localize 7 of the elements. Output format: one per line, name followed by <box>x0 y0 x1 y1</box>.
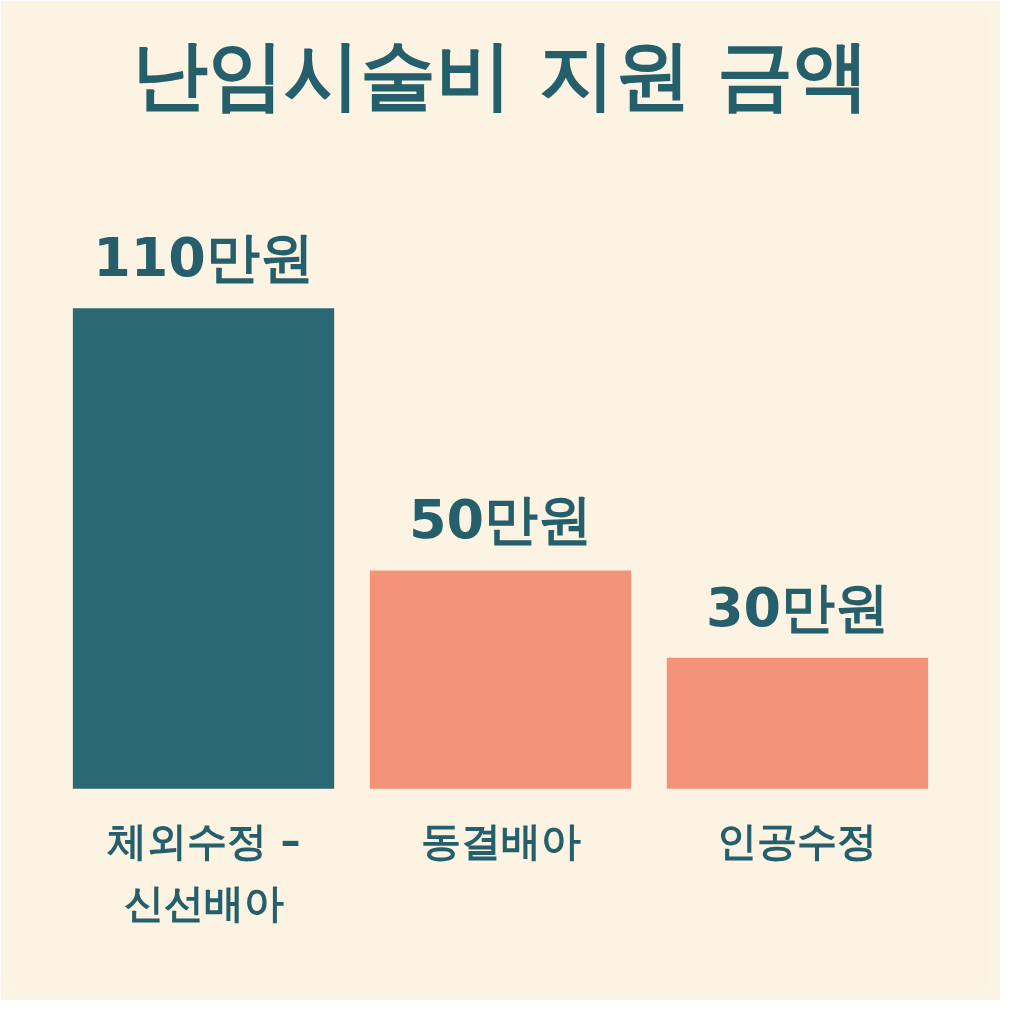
data-label: 30만원 <box>705 575 890 639</box>
x-tick-label: 인공수정 <box>717 817 878 864</box>
x-tick-label: 동결배아 <box>420 817 581 864</box>
data-label: 50만원 <box>408 488 593 552</box>
chart-title: 난임시술비 지원 금액 <box>132 29 869 119</box>
data-label: 110만원 <box>93 226 314 290</box>
x-tick-label: 체외수정 – 신선배아 <box>106 817 301 926</box>
